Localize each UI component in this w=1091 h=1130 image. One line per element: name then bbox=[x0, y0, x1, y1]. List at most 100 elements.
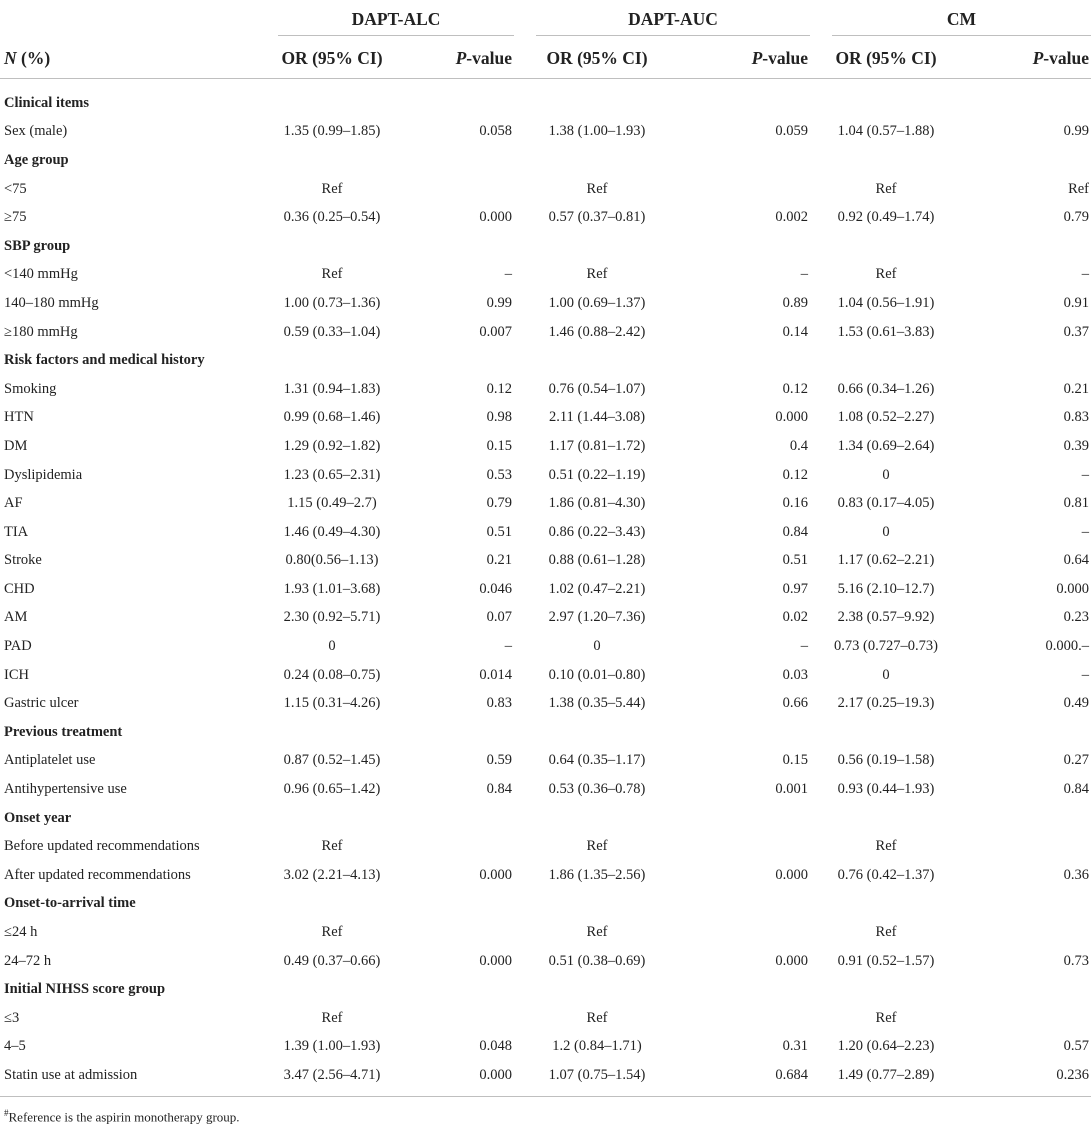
p-value-header: P-value bbox=[962, 38, 1091, 79]
odds-ratio-cell: Ref bbox=[321, 924, 343, 941]
p-value-cell: 0.14 bbox=[782, 323, 808, 340]
odds-ratio-cell bbox=[810, 79, 962, 118]
p-value-cell bbox=[680, 804, 810, 833]
p-value-header: P-value bbox=[680, 38, 810, 79]
odds-ratio-cell: Ref bbox=[875, 924, 897, 941]
section-heading-row: Clinical items bbox=[0, 79, 1091, 118]
odds-ratio-cell: 1.46 (0.49–4.30) bbox=[283, 523, 381, 540]
row-label: CHD bbox=[4, 580, 35, 597]
row-label: ≥75 bbox=[4, 209, 27, 226]
column-header-row: N (%) OR (95% CI) P-value OR (95% CI) P-… bbox=[0, 38, 1091, 79]
odds-ratio-cell: 3.47 (2.56–4.71) bbox=[268, 1061, 396, 1097]
row-label: TIA bbox=[4, 523, 29, 540]
odds-ratio-cell: 1.17 (0.62–2.21) bbox=[837, 552, 935, 569]
odds-ratio-cell: 0.80(0.56–1.13) bbox=[285, 552, 379, 569]
table-row: <75 Ref Ref Ref Ref bbox=[0, 175, 1091, 204]
odds-ratio-cell: 2.97 (1.20–7.36) bbox=[548, 609, 646, 626]
odds-ratio-cell: 0.59 (0.33–1.04) bbox=[283, 323, 381, 340]
p-value-cell: – bbox=[504, 266, 512, 283]
odds-ratio-cell bbox=[514, 718, 680, 747]
p-value-cell: 0.001 bbox=[775, 781, 808, 798]
table-row: Dyslipidemia 1.23 (0.65–2.31) 0.53 0.51 (0.… bbox=[0, 461, 1091, 490]
row-label: Stroke bbox=[4, 552, 42, 569]
n-percent-header: N (%) bbox=[0, 38, 268, 79]
p-value-cell: – bbox=[1081, 466, 1089, 483]
row-label: 4–5 bbox=[4, 1038, 26, 1055]
p-value-cell: – bbox=[504, 638, 512, 655]
p-value-cell bbox=[680, 918, 810, 947]
p-value-cell bbox=[962, 918, 1091, 947]
p-value-cell: 0.07 bbox=[486, 609, 512, 626]
odds-ratio-cell bbox=[268, 146, 396, 175]
odds-ratio-cell: 1.00 (0.73–1.36) bbox=[283, 294, 381, 311]
p-value-cell: 0.84 bbox=[1063, 781, 1089, 798]
odds-ratio-cell bbox=[810, 890, 962, 919]
table-row: Sex (male) 1.35 (0.99–1.85) 0.058 1.38 (1.0… bbox=[0, 118, 1091, 147]
odds-ratio-cell: Ref bbox=[586, 1009, 608, 1026]
p-value-cell: 0.97 bbox=[782, 580, 808, 597]
row-label: HTN bbox=[4, 409, 34, 426]
p-value-cell: 0.684 bbox=[680, 1061, 810, 1097]
group-header-dapt-alc: DAPT-ALC bbox=[268, 0, 514, 38]
odds-ratio-cell: 1.15 (0.49–2.7) bbox=[287, 495, 377, 512]
odds-ratio-cell: 2.30 (0.92–5.71) bbox=[283, 609, 381, 626]
table-row: AM 2.30 (0.92–5.71) 0.07 2.97 (1.20–7.36) 0.… bbox=[0, 604, 1091, 633]
table-row: Antiplatelet use 0.87 (0.52–1.45) 0.59 0.64… bbox=[0, 747, 1091, 776]
p-value-cell bbox=[396, 232, 514, 261]
table-row: AF 1.15 (0.49–2.7) 0.79 1.86 (0.81–4.30) 0.1… bbox=[0, 489, 1091, 518]
odds-ratio-cell: 1.2 (0.84–1.71) bbox=[552, 1038, 642, 1055]
odds-ratio-cell: 0.73 (0.727–0.73) bbox=[834, 638, 938, 655]
table-row: PAD 0 – 0 – 0.73 (0.727–0.73) 0.000.– bbox=[0, 632, 1091, 661]
odds-ratio-cell bbox=[514, 146, 680, 175]
table-row: Stroke 0.80(0.56–1.13) 0.21 0.88 (0.61–1.28… bbox=[0, 547, 1091, 576]
odds-ratio-cell: Ref bbox=[321, 838, 343, 855]
table-row: ≤3 Ref Ref Ref bbox=[0, 1004, 1091, 1033]
p-value-cell: 0.046 bbox=[479, 580, 512, 597]
p-value-header: P-value bbox=[396, 38, 514, 79]
p-value-cell bbox=[396, 832, 514, 861]
p-value-cell: 0.81 bbox=[1063, 495, 1089, 512]
odds-ratio-cell: 0.76 (0.54–1.07) bbox=[548, 380, 646, 397]
row-label: ≤24 h bbox=[4, 924, 38, 941]
odds-ratio-cell bbox=[810, 718, 962, 747]
p-value-cell: 0.12 bbox=[782, 380, 808, 397]
p-value-cell: – bbox=[1081, 523, 1089, 540]
p-value-cell bbox=[396, 146, 514, 175]
odds-ratio-cell: 0.76 (0.42–1.37) bbox=[837, 866, 935, 883]
section-heading-row: SBP group bbox=[0, 232, 1091, 261]
p-value-cell bbox=[962, 804, 1091, 833]
p-value-cell bbox=[396, 175, 514, 204]
table-row: ≥75 0.36 (0.25–0.54) 0.000 0.57 (0.37–0.81)… bbox=[0, 203, 1091, 232]
row-label: AM bbox=[4, 609, 28, 626]
table-row: TIA 1.46 (0.49–4.30) 0.51 0.86 (0.22–3.43) 0… bbox=[0, 518, 1091, 547]
table-row: Statin use at admission 3.47 (2.56–4.71) 0… bbox=[0, 1061, 1091, 1097]
or-header: OR (95% CI) bbox=[810, 38, 962, 79]
p-value-cell bbox=[396, 346, 514, 375]
p-value-cell: 0.014 bbox=[479, 666, 512, 683]
odds-ratio-cell: 0.53 (0.36–0.78) bbox=[548, 781, 646, 798]
section-heading: Age group bbox=[4, 151, 69, 168]
table-row: Before updated recommendations Ref Ref Ref bbox=[0, 832, 1091, 861]
section-heading-row: Onset year bbox=[0, 804, 1091, 833]
p-value-cell bbox=[680, 175, 810, 204]
p-value-cell: 0.83 bbox=[486, 695, 512, 712]
p-value-cell: – bbox=[800, 638, 808, 655]
p-value-cell: 0.64 bbox=[1063, 552, 1089, 569]
p-value-cell: 0.002 bbox=[775, 209, 808, 226]
odds-ratio-cell: 1.35 (0.99–1.85) bbox=[283, 123, 381, 140]
odds-ratio-cell bbox=[514, 890, 680, 919]
table-row: 140–180 mmHg 1.00 (0.73–1.36) 0.99 1.00 (0.… bbox=[0, 289, 1091, 318]
p-value-cell: 0.03 bbox=[782, 666, 808, 683]
section-heading-row: Risk factors and medical history bbox=[0, 346, 1091, 375]
row-label: Dyslipidemia bbox=[4, 466, 83, 483]
odds-ratio-cell: 1.31 (0.94–1.83) bbox=[283, 380, 381, 397]
p-value-cell: 0.000 bbox=[775, 409, 808, 426]
p-value-cell: 0.36 bbox=[1063, 866, 1089, 883]
odds-ratio-cell: 3.02 (2.21–4.13) bbox=[283, 866, 381, 883]
table-row: Smoking 1.31 (0.94–1.83) 0.12 0.76 (0.54–1.… bbox=[0, 375, 1091, 404]
p-value-cell: 0.21 bbox=[1063, 380, 1089, 397]
odds-ratio-cell: 0.96 (0.65–1.42) bbox=[283, 781, 381, 798]
odds-ratio-cell: 0.93 (0.44–1.93) bbox=[837, 781, 935, 798]
odds-ratio-cell: 1.38 (0.35–5.44) bbox=[548, 695, 646, 712]
p-value-cell: 0.12 bbox=[782, 466, 808, 483]
